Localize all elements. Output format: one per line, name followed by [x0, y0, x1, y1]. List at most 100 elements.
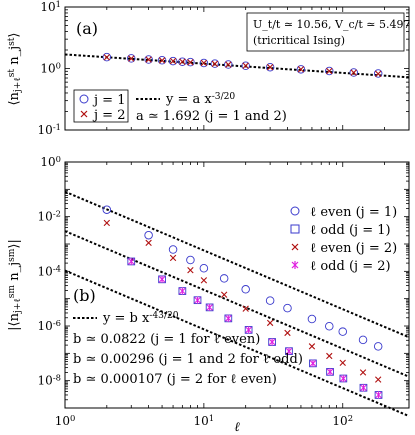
data-point: [325, 66, 334, 76]
panel-b-label: (b): [73, 286, 96, 305]
params-box-line-1: U_t/t ≃ 10.56, V_c/t ≃ 5.497: [253, 18, 410, 31]
data-point: [241, 285, 250, 294]
data-point: [326, 368, 334, 376]
data-point: [179, 58, 186, 65]
data-point: [128, 55, 135, 62]
data-point: [144, 55, 153, 64]
data-point: [283, 303, 292, 313]
data-point: [224, 60, 233, 69]
data-point: [373, 69, 383, 78]
legend-square-marker: [290, 224, 300, 234]
data-point: [211, 60, 219, 68]
data-point: [266, 319, 274, 327]
data-point: [187, 59, 194, 66]
data-point: [102, 205, 112, 214]
data-point: [350, 69, 357, 76]
data-point: [373, 342, 383, 351]
x-tick-label: 101: [194, 413, 215, 428]
legend-circle-marker: [79, 94, 89, 104]
data-point: [326, 67, 333, 75]
data-point: [338, 327, 347, 336]
data-point: [220, 291, 228, 298]
data-point: [326, 352, 333, 360]
panel-a-y-axis-label: ⟨nj+ℓst n_jst⟩: [7, 32, 23, 105]
data-point: [200, 59, 208, 67]
fit-note-a: a ≃ 1.692 (j = 1 and 2): [136, 109, 287, 124]
fit-note-b-0: b ≃ 0.0822 (j = 1 for ℓ even): [73, 332, 260, 347]
data-point: [296, 65, 306, 74]
legend-x-marker: [291, 243, 299, 251]
panel-b-ticks: 100 101 102 10-8 10-6 10-4 10-2 100: [38, 154, 410, 428]
legend-x-marker: [80, 110, 88, 118]
panel-b-fit-legend: y = b x-43/20 b ≃ 0.0822 (j = 1 for ℓ ev…: [73, 311, 303, 387]
panel-b-legend-label-0: ℓ even (j = 1): [310, 205, 397, 220]
fit-note-b-1: b ≃ 0.00296 (j = 1 and 2 for ℓ odd): [73, 352, 303, 367]
panel-b-frame: [64, 161, 410, 409]
data-point: [308, 343, 316, 350]
data-point: [309, 359, 317, 367]
data-point: [103, 54, 110, 61]
y-tick-label: 10-4: [38, 264, 61, 279]
data-point: [375, 70, 382, 77]
y-tick-label: 100: [40, 61, 61, 76]
data-point: [158, 57, 166, 64]
y-tick-label: 100: [40, 154, 61, 169]
data-point: [157, 56, 167, 65]
fit-line: [64, 230, 410, 378]
fit-note-b-2: b ≃ 0.000107 (j = 2 for ℓ even): [73, 372, 277, 387]
data-point: [199, 58, 209, 68]
data-point: [145, 239, 152, 247]
data-point: [375, 391, 382, 399]
fit-line: [64, 269, 410, 418]
x-tick-label: 102: [332, 413, 353, 428]
data-point: [206, 303, 213, 311]
panel-a-legend: j = 1 j = 2: [73, 89, 129, 123]
panel-a-fit-lines: [64, 53, 410, 79]
data-point: [186, 57, 195, 67]
panel-a: 10-1 100 101 (a) U_t/t ≃ 10.56, V_c/t ≃ 5.…: [7, 0, 411, 137]
panel-a-legend-label-0: j = 1: [92, 93, 125, 108]
data-point: [169, 254, 177, 262]
data-point: [339, 359, 346, 367]
params-box-line-2: (tricritical Ising): [253, 34, 345, 47]
panel-b: 100 101 102 10-8 10-6 10-4 10-2 100 (b) ℓ even …: [7, 154, 410, 435]
panel-a-params-box: U_t/t ≃ 10.56, V_c/t ≃ 5.497 (tricritica…: [246, 12, 410, 52]
data-point: [358, 335, 368, 345]
params-box-frame: [246, 12, 405, 52]
data-point: [325, 321, 334, 331]
panel-b-legend-label-1: ℓ odd (j = 1): [310, 223, 391, 238]
fit-line: [64, 190, 410, 339]
data-point: [242, 62, 249, 69]
data-point: [265, 62, 275, 72]
x-tick-label: 100: [55, 413, 76, 428]
data-point: [268, 338, 276, 346]
data-point: [340, 374, 347, 383]
data-point: [284, 329, 291, 337]
data-point: [158, 275, 166, 283]
data-point: [242, 305, 249, 312]
data-point: [375, 376, 382, 383]
data-point: [127, 54, 136, 63]
legend-circle-marker: [290, 206, 300, 216]
data-point: [194, 296, 201, 304]
fit-line: [64, 53, 410, 79]
data-point: [241, 61, 250, 70]
panel-a-legend-label-1: j = 2: [92, 108, 125, 123]
legend-star-marker: [291, 261, 299, 269]
data-point: [297, 66, 305, 73]
data-point: [178, 57, 187, 66]
data-point: [266, 64, 274, 71]
data-point: [265, 296, 275, 305]
data-point: [360, 384, 367, 392]
panel-a-fit-legend: y = a x-3/20 a ≃ 1.692 (j = 1 and 2): [136, 92, 287, 124]
data-point: [186, 255, 195, 265]
y-tick-label: 10-1: [38, 122, 61, 137]
data-point: [187, 267, 194, 274]
data-point: [168, 245, 178, 254]
panel-b-legend-label-2: ℓ even (j = 2): [310, 241, 397, 256]
data-point: [128, 257, 135, 266]
data-point: [225, 314, 232, 322]
panel-b-data-points: [102, 205, 383, 399]
data-point: [200, 277, 208, 284]
